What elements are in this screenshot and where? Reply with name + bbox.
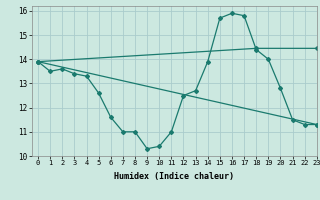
X-axis label: Humidex (Indice chaleur): Humidex (Indice chaleur): [115, 172, 234, 181]
